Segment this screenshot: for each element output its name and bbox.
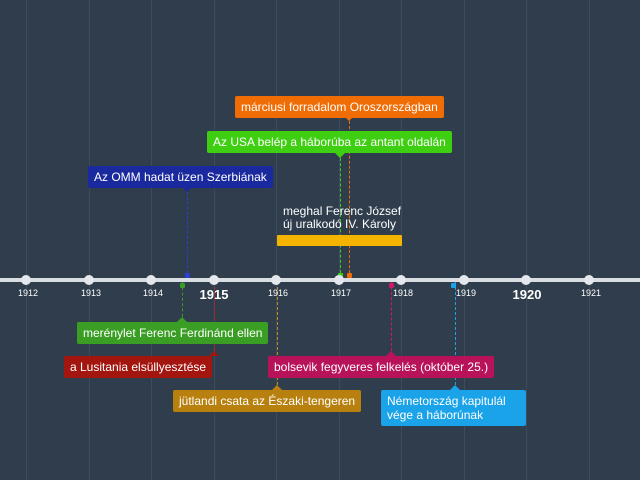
event-merenylet[interactable]: merénylet Ferenc Ferdinánd ellen	[77, 322, 269, 344]
tick-1921	[584, 275, 594, 285]
marker-omm	[185, 273, 190, 278]
marker-oroszorszag	[347, 273, 352, 278]
year-label: 1921	[580, 288, 602, 298]
year-label: 1913	[80, 288, 102, 298]
tick-1920	[521, 275, 531, 285]
connector-usa	[340, 153, 341, 278]
connector-lusitania	[214, 282, 215, 356]
year-label: 1918	[392, 288, 414, 298]
grid-line	[26, 0, 27, 480]
connector-jutland	[277, 282, 278, 390]
tick-1914	[146, 275, 156, 285]
connector-bolsevik	[391, 282, 392, 356]
timeline-axis	[0, 278, 640, 282]
event-bolsevik[interactable]: bolsevik fegyveres felkelés (október 25.…	[268, 356, 495, 378]
connector-omm	[187, 192, 188, 278]
year-label: 1916	[267, 288, 289, 298]
event-nemet[interactable]: Németország kapitulál vége a háborúnak	[381, 390, 526, 426]
marker-nemet	[451, 283, 456, 288]
connector-oroszorszag	[349, 116, 350, 278]
event-usa[interactable]: Az USA belép a háborúba az antant oldalá…	[207, 131, 452, 153]
connector-nemet	[455, 282, 456, 390]
event-omm[interactable]: Az OMM hadat üzen Szerbiának	[88, 166, 273, 188]
connector-merenylet	[182, 282, 183, 322]
period-bar[interactable]	[277, 235, 402, 246]
event-pointer	[272, 385, 282, 390]
year-label-major: 1915	[199, 287, 229, 302]
year-label: 1914	[142, 288, 164, 298]
event-lusitania[interactable]: a Lusitania elsüllyesztése	[64, 356, 213, 378]
tick-1918	[396, 275, 406, 285]
tick-1919	[459, 275, 469, 285]
event-pointer	[335, 153, 345, 158]
grid-line	[526, 0, 527, 480]
event-pointer	[386, 351, 396, 356]
grid-line	[151, 0, 152, 480]
period-label-line1: meghal Ferenc József	[283, 204, 402, 218]
event-pointer	[182, 187, 192, 192]
event-oroszorszag[interactable]: márciusi forradalom Oroszországban	[235, 96, 444, 118]
grid-line	[589, 0, 590, 480]
year-label-major: 1920	[512, 287, 542, 302]
year-label: 1917	[330, 288, 352, 298]
tick-1912	[21, 275, 31, 285]
grid-line	[276, 0, 277, 480]
event-pointer	[209, 351, 219, 356]
grid-line	[89, 0, 90, 480]
period-label-line2: új uralkodó IV. Károly	[283, 217, 396, 231]
year-label: 1912	[17, 288, 39, 298]
event-pointer	[450, 385, 460, 390]
tick-1917	[334, 275, 344, 285]
grid-line	[214, 0, 215, 480]
tick-1915	[209, 275, 219, 285]
marker-bolsevik	[389, 283, 394, 288]
marker-merenylet	[180, 283, 185, 288]
year-label: 1919	[455, 288, 477, 298]
event-jutland[interactable]: jütlandi csata az Északi-tengeren	[173, 390, 362, 412]
tick-1913	[84, 275, 94, 285]
event-pointer	[177, 317, 187, 322]
grid-line	[464, 0, 465, 480]
event-pointer	[344, 116, 354, 121]
tick-1916	[271, 275, 281, 285]
